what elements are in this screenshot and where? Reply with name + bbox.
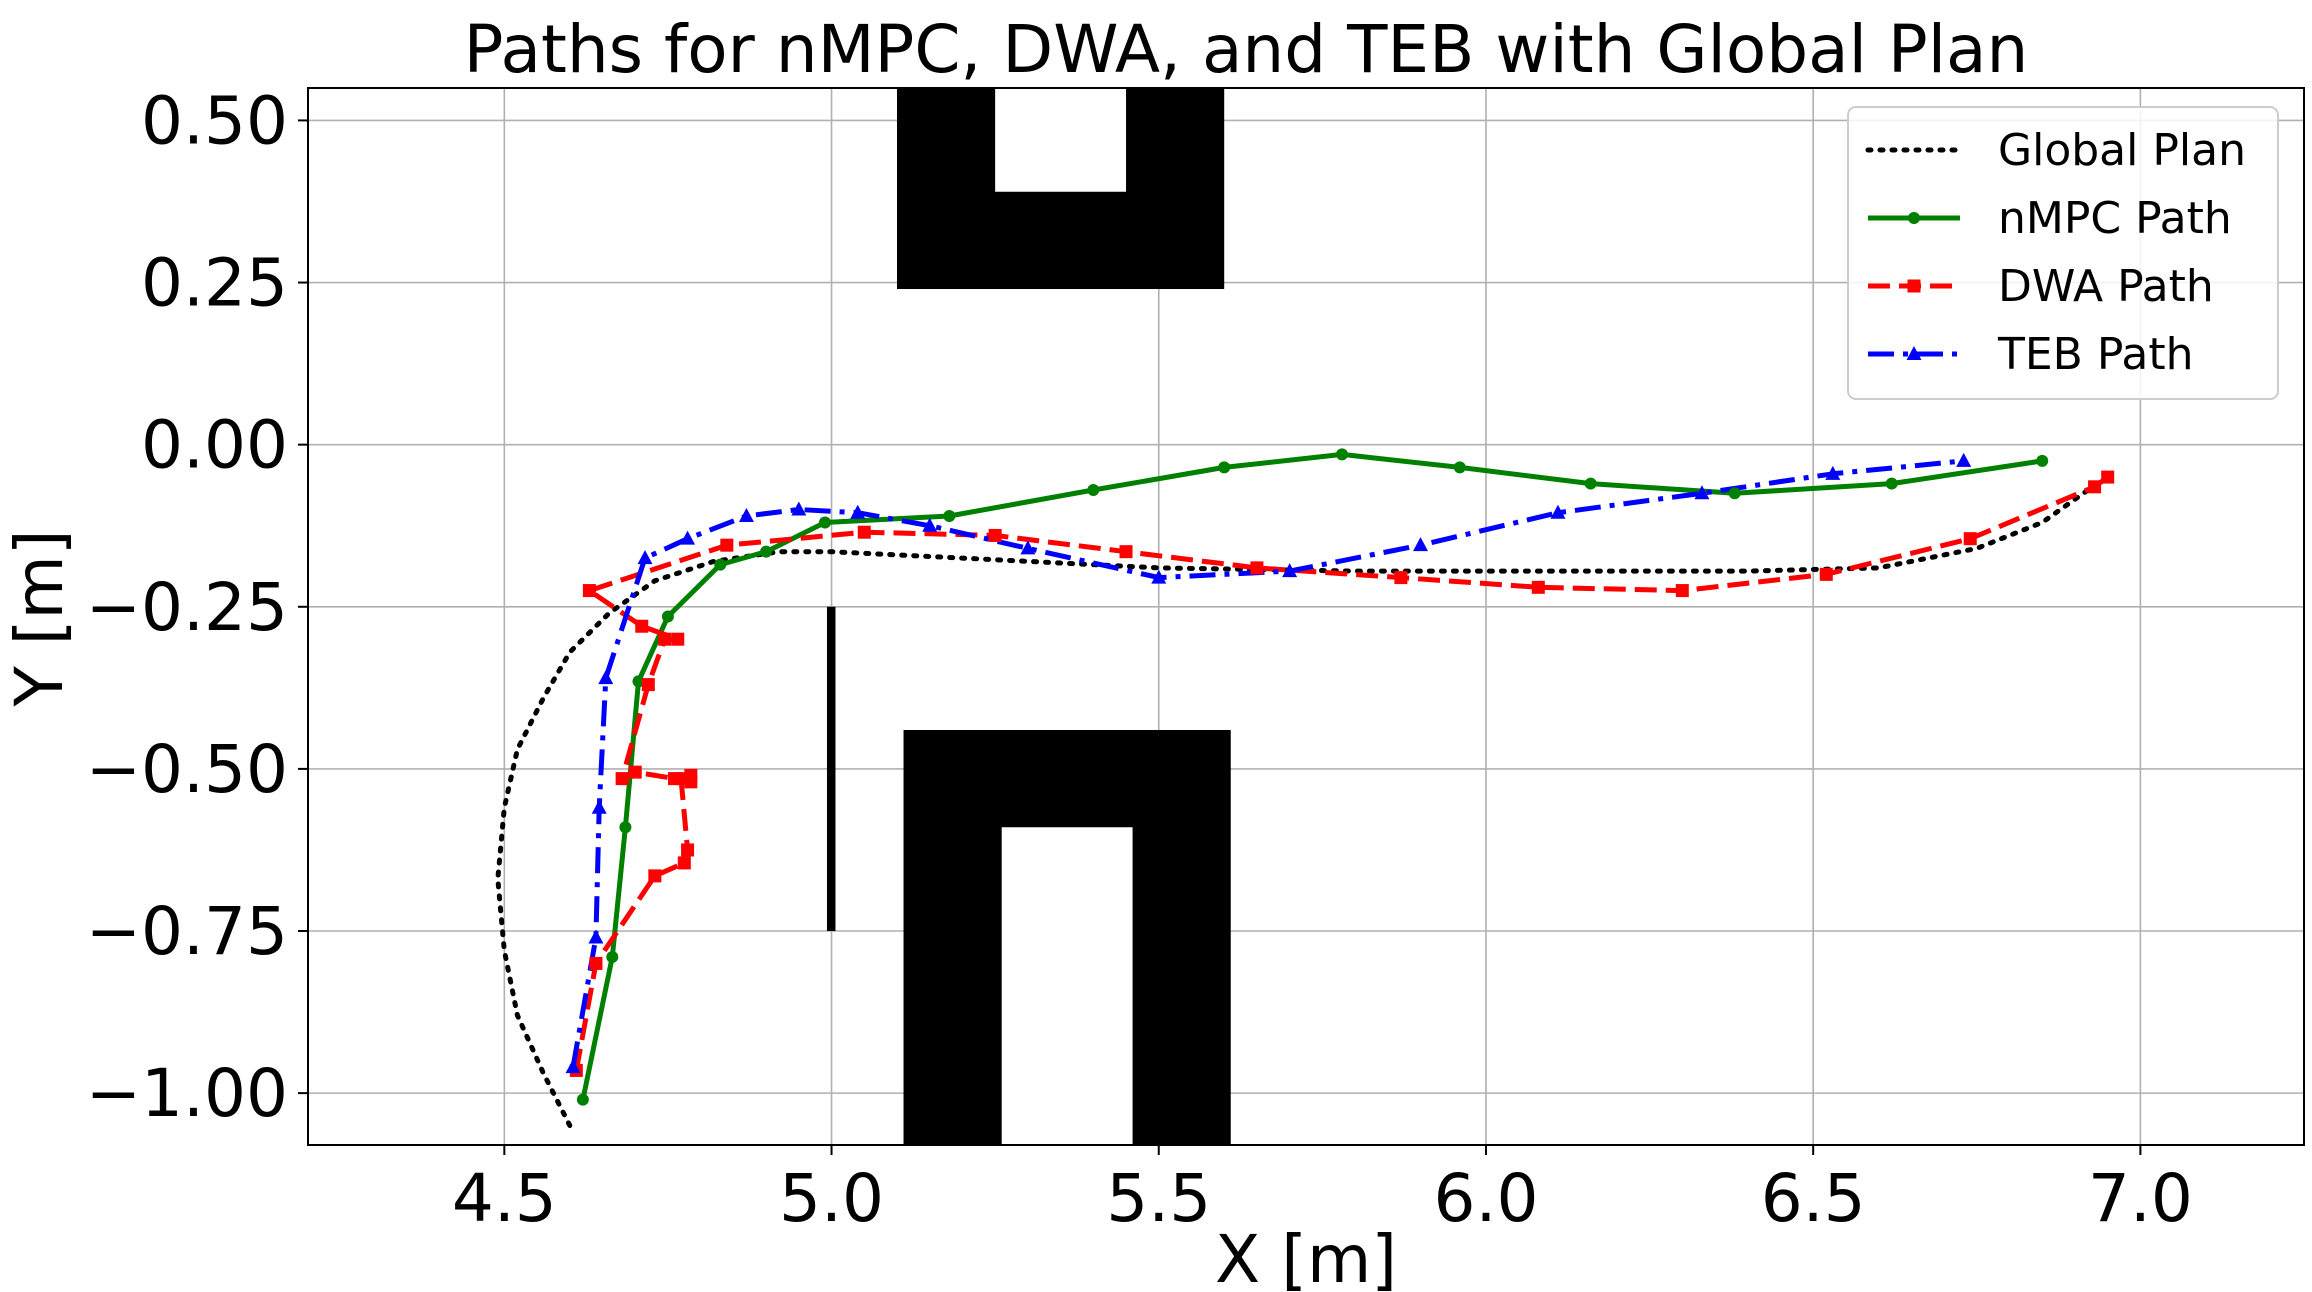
- y-tick-label-4: −0.50: [86, 731, 288, 808]
- y-tick-label-0: 0.50: [141, 82, 288, 159]
- point-dwa-path-4: [681, 843, 695, 857]
- point-teb-path-6: [738, 507, 754, 522]
- y-tick-label-3: −0.25: [86, 569, 288, 646]
- point-dwa-path-13: [671, 632, 685, 646]
- point-dwa-path-25: [1963, 532, 1977, 546]
- point-teb-path-9: [922, 517, 938, 532]
- point-dwa-path-1: [589, 956, 603, 970]
- y-tick-label-2: 0.00: [141, 407, 288, 484]
- point-nmpc-path-13: [1584, 477, 1597, 490]
- point-nmpc-path-15: [1885, 477, 1898, 490]
- point-teb-path-4: [637, 550, 653, 565]
- point-nmpc-path-10: [1218, 461, 1231, 474]
- series-line-nmpc-path: [580, 451, 2043, 1101]
- point-dwa-path-11: [641, 678, 655, 692]
- point-dwa-path-2: [648, 869, 662, 883]
- x-tick-label-0: 4.5: [452, 1160, 557, 1237]
- point-teb-path-16: [1825, 465, 1841, 480]
- chart-title: Paths for nMPC, DWA, and TEB with Global…: [464, 11, 2029, 88]
- obstacle-0-gap: [995, 88, 1127, 192]
- point-dwa-path-27: [2101, 470, 2115, 484]
- point-dwa-path-23: [1675, 584, 1689, 598]
- point-dwa-path-22: [1531, 580, 1545, 594]
- point-nmpc-path-5: [714, 558, 727, 571]
- point-teb-path-3: [598, 670, 614, 685]
- x-tick-label-2: 5.5: [1106, 1160, 1211, 1237]
- legend-box: [1847, 106, 2279, 400]
- point-nmpc-path-9: [1087, 484, 1100, 497]
- point-teb-path-7: [791, 501, 807, 516]
- point-teb-path-0: [565, 1059, 581, 1074]
- legend-marker-nmpc-path: [1908, 212, 1920, 224]
- obstacle-1-gap: [1001, 827, 1133, 1145]
- point-nmpc-path-14: [1728, 487, 1741, 500]
- point-nmpc-path-8: [943, 509, 956, 522]
- point-dwa-path-16: [720, 538, 734, 552]
- y-tick-label-5: −0.75: [86, 893, 288, 970]
- series-line-teb-path: [570, 458, 1964, 1068]
- point-dwa-path-14: [635, 619, 649, 633]
- legend-marker-teb-path: [1906, 346, 1922, 360]
- point-nmpc-path-4: [661, 610, 674, 623]
- point-dwa-path-17: [857, 525, 871, 539]
- point-nmpc-path-7: [818, 516, 831, 529]
- x-axis-label: X [m]: [1215, 1221, 1397, 1292]
- legend: Global Plan nMPC Path DWA Path TEB Path: [1847, 106, 2279, 400]
- point-teb-path-10: [1020, 540, 1036, 555]
- series-line-global-plan: [495, 487, 2091, 1128]
- point-teb-path-15: [1694, 485, 1710, 500]
- point-teb-path-1: [588, 929, 604, 944]
- point-dwa-path-19: [1119, 545, 1133, 559]
- point-dwa-path-15: [582, 584, 596, 598]
- point-dwa-path-26: [2088, 480, 2102, 494]
- point-nmpc-path-16: [2036, 454, 2049, 467]
- point-teb-path-13: [1413, 537, 1429, 552]
- point-teb-path-17: [1956, 452, 1972, 467]
- legend-label-teb-path: TEB Path: [1997, 329, 2194, 380]
- point-teb-path-5: [680, 530, 696, 545]
- obstacle-2: [826, 606, 836, 932]
- point-nmpc-path-11: [1335, 448, 1348, 461]
- y-tick-label-6: −1.00: [86, 1055, 288, 1132]
- series-markers: [565, 448, 2115, 1106]
- series-lines: [495, 451, 2110, 1128]
- point-nmpc-path-1: [606, 950, 619, 963]
- point-dwa-path-3: [677, 856, 691, 870]
- point-nmpc-path-12: [1453, 461, 1466, 474]
- legend-label-dwa-path: DWA Path: [1998, 261, 2214, 312]
- point-teb-path-2: [591, 799, 607, 814]
- point-nmpc-path-3: [632, 675, 645, 688]
- point-dwa-path-20: [1250, 561, 1264, 575]
- x-tick-label-4: 6.5: [1761, 1160, 1866, 1237]
- point-dwa-path-9: [628, 765, 642, 779]
- point-dwa-path-21: [1394, 571, 1408, 585]
- obstacles: [826, 88, 1231, 1145]
- x-tick-label-5: 7.0: [2088, 1160, 2193, 1237]
- point-teb-path-11: [1151, 569, 1167, 584]
- plot-frame: [307, 87, 2305, 1146]
- x-tick-label-1: 5.0: [779, 1160, 884, 1237]
- y-axis-label: Y [m]: [1, 529, 78, 707]
- point-nmpc-path-0: [576, 1093, 589, 1106]
- y-axis-ticks: 0.50 0.25 0.00 −0.25 −0.50 −0.75 −1.00: [86, 82, 308, 1132]
- legend-label-nmpc-path: nMPC Path: [1998, 193, 2232, 244]
- point-dwa-path-10: [615, 772, 629, 786]
- point-teb-path-8: [850, 504, 866, 519]
- point-teb-path-12: [1282, 563, 1298, 578]
- point-teb-path-14: [1550, 504, 1566, 519]
- legend-marker-dwa-path: [1907, 279, 1921, 293]
- point-dwa-path-8: [667, 772, 681, 786]
- point-dwa-path-18: [988, 528, 1002, 542]
- point-dwa-path-7: [684, 768, 698, 782]
- point-nmpc-path-6: [760, 545, 773, 558]
- point-dwa-path-12: [658, 632, 672, 646]
- point-dwa-path-24: [1819, 567, 1833, 581]
- x-tick-label-3: 6.0: [1433, 1160, 1538, 1237]
- y-tick-label-1: 0.25: [141, 245, 288, 322]
- legend-label-global-plan: Global Plan: [1998, 125, 2246, 176]
- x-axis-ticks: 4.5 5.0 5.5 6.0 6.5 7.0: [452, 1145, 2193, 1237]
- point-nmpc-path-2: [619, 821, 632, 834]
